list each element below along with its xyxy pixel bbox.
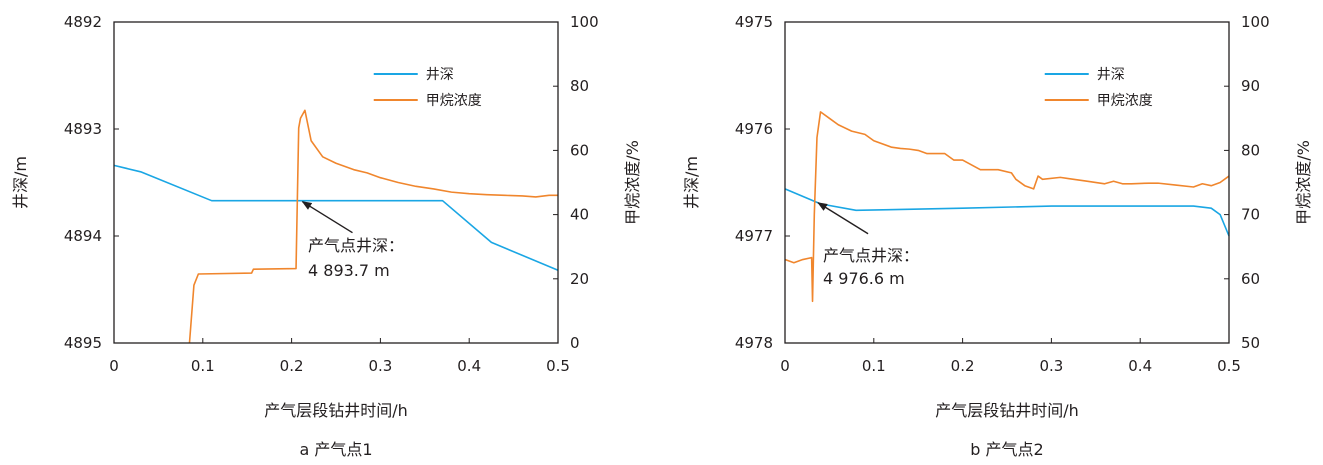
y-left-tick-label: 4977: [735, 227, 773, 245]
x-axis-label: 产气层段钻井时间/h: [935, 401, 1079, 420]
y-right-tick-label: 60: [1241, 270, 1260, 288]
y-left-tick-label: 4975: [735, 13, 773, 31]
y-right-tick-label: 100: [570, 13, 599, 31]
annotation-value: 4 893.7 m: [308, 261, 390, 280]
x-tick-label: 0.4: [1128, 357, 1152, 375]
y-right-tick-label: 80: [570, 77, 589, 95]
series-line-methane: [784, 111, 1230, 303]
y-left-tick-label: 4894: [64, 227, 102, 245]
x-tick-label: 0.3: [368, 357, 392, 375]
chart-panel-b: 0 0.1 0.2 0.3 0.4 0.5 4975 4976 4977 4978 50 60 70 80…: [682, 13, 1313, 459]
x-axis-label: 产气层段钻井时间/h: [264, 401, 408, 420]
series-line-depth: [113, 164, 559, 271]
plot-frame: [113, 21, 559, 344]
series-line-methane: [188, 109, 558, 344]
y-right-axis-label: 甲烷浓度/%: [623, 140, 642, 225]
y-right-tick-label: 70: [1241, 206, 1260, 224]
legend-label-methane: 甲烷浓度: [426, 93, 482, 109]
y-right-tick-label: 50: [1241, 334, 1260, 352]
y-right-tick-label: 0: [570, 334, 580, 352]
legend-label-methane: 甲烷浓度: [1097, 93, 1153, 109]
annotation-value: 4 976.6 m: [823, 269, 905, 288]
legend-label-depth: 井深: [1097, 67, 1125, 83]
x-tick-label: 0.2: [280, 357, 304, 375]
x-tick-label: 0: [109, 357, 119, 375]
chart-panel-a: 0 0.1 0.2 0.3 0.4 0.5 4892 4893 4894 4895 0 20 40 60 8…: [11, 13, 642, 459]
x-tick-label: 0.5: [546, 357, 570, 375]
chart-caption: b 产气点2: [970, 440, 1043, 459]
y-left-tick-label: 4895: [64, 334, 102, 352]
annotation-arrow: [817, 202, 869, 235]
x-tick-label: 0.4: [457, 357, 481, 375]
y-left-tick-label: 4892: [64, 13, 102, 31]
x-tick-label: 0.1: [862, 357, 886, 375]
y-right-tick-label: 90: [1241, 77, 1260, 95]
x-tick-label: 0: [780, 357, 790, 375]
annotation-arrow: [301, 201, 353, 234]
y-right-tick-label: 100: [1241, 13, 1270, 31]
chart-caption: a 产气点1: [299, 440, 372, 459]
y-right-tick-label: 80: [1241, 141, 1260, 159]
y-left-axis-label: 井深/m: [682, 156, 701, 209]
x-tick-label: 0.5: [1217, 357, 1241, 375]
y-left-tick-label: 4978: [735, 334, 773, 352]
x-tick-label: 0.3: [1039, 357, 1063, 375]
x-tick-label: 0.2: [951, 357, 975, 375]
y-left-tick-label: 4893: [64, 120, 102, 138]
y-right-axis-label: 甲烷浓度/%: [1294, 140, 1313, 225]
y-right-tick-label: 60: [570, 141, 589, 159]
y-left-axis-label: 井深/m: [11, 156, 30, 209]
legend-label-depth: 井深: [426, 67, 454, 83]
x-tick-label: 0.1: [191, 357, 215, 375]
plot-frame: [784, 21, 1230, 344]
series-line-depth: [784, 188, 1230, 237]
y-right-tick-label: 20: [570, 270, 589, 288]
y-left-tick-label: 4976: [735, 120, 773, 138]
annotation-label: 产气点井深：: [823, 246, 919, 265]
annotation-label: 产气点井深：: [308, 236, 404, 255]
y-right-tick-label: 40: [570, 206, 589, 224]
